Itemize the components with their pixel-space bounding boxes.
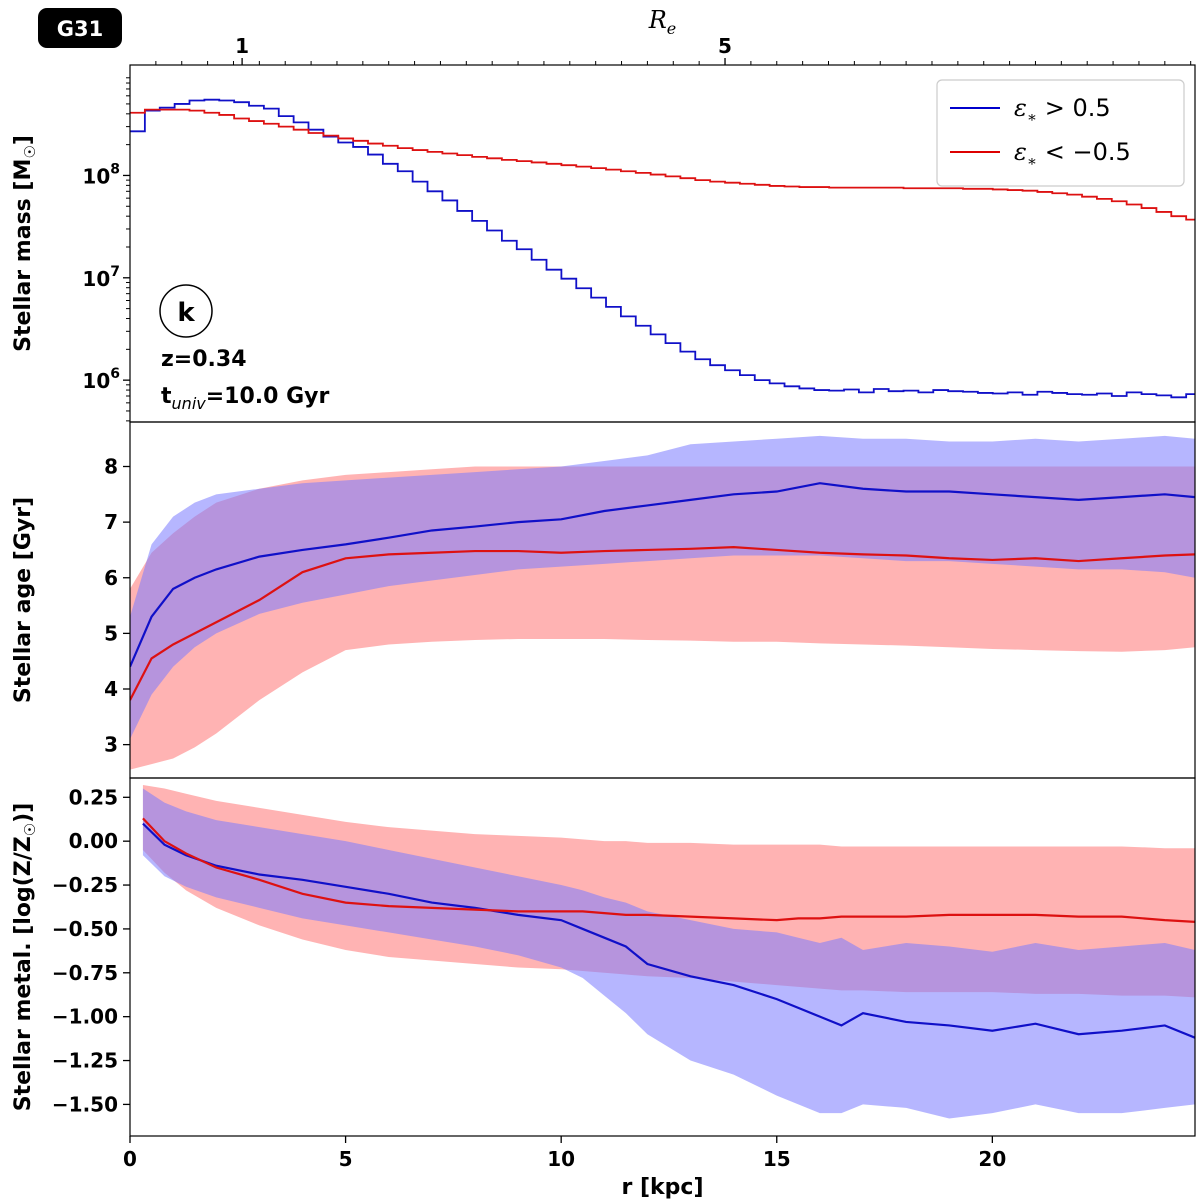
galaxy-tag-label: G31 [57, 17, 103, 41]
legend: ε∗ > 0.5 ε∗ < −0.5 [936, 79, 1185, 187]
age-y-tick-label: 5 [104, 621, 118, 645]
age-median-retrograde [130, 546, 1195, 701]
legend-label-prograde: ε∗ > 0.5 [1014, 94, 1111, 126]
metal-plot-area [142, 785, 1195, 1119]
metal-median-retrograde [142, 817, 1195, 924]
top-axis-tick-label: 5 [718, 34, 732, 58]
metal-y-tick-label: 0.25 [69, 785, 118, 809]
x-tick-label: 0 [123, 1147, 137, 1171]
age-y-tick-label: 6 [104, 566, 118, 590]
mass-step-retrograde [130, 108, 1195, 221]
top-axis-label: Re [648, 6, 677, 38]
metal-band-retrograde [142, 785, 1195, 998]
galaxy-tag: G31 [38, 8, 122, 48]
stellar-age-panel: 3 4 5 6 7 8 Stellar age [Gyr] [11, 421, 1196, 779]
metal-band-prograde [142, 788, 1195, 1119]
age-y-tick-label: 3 [104, 733, 118, 757]
x-axis: 0 5 10 15 20 r [kpc] [123, 1147, 1006, 1200]
metal-y-axis-label: Stellar metal. [log(Z/Z☉)] [11, 803, 39, 1112]
age-plot-area [130, 435, 1195, 770]
panel-label-circle [159, 284, 213, 338]
stellar-metallicity-panel: 0.25 0.00 −0.25 −0.50 −0.75 −1.00 −1.25 −1.50 St… [11, 777, 1196, 1143]
mass-y-axis-label: Stellar mass [M☉] [11, 135, 39, 352]
metal-y-tick-label: −1.00 [52, 1005, 118, 1029]
mass-plot-area [130, 98, 1195, 399]
metal-y-tick-label: −0.75 [52, 961, 118, 985]
universe-age-label: tuniv=10.0 Gyr [161, 384, 330, 413]
x-tick-label: 5 [339, 1147, 353, 1171]
metal-median-prograde [142, 822, 1195, 1039]
age-median-prograde [130, 482, 1195, 668]
mass-step-prograde [130, 98, 1195, 399]
age-band-prograde [130, 435, 1195, 740]
panel-annotation: k z=0.34 tuniv=10.0 Gyr [159, 284, 330, 413]
panel-label: k [177, 298, 195, 328]
mass-y-tick-label: 106 [82, 366, 120, 393]
stellar-mass-panel: 106 107 108 Stellar mass [M☉] [11, 64, 1196, 423]
metal-y-tick-label: −1.50 [52, 1092, 118, 1116]
x-tick-label: 15 [763, 1147, 791, 1171]
legend-label-retrograde: ε∗ < −0.5 [1014, 138, 1131, 170]
metal-y-tick-label: −0.25 [52, 873, 118, 897]
metal-frame [129, 777, 1196, 1137]
metal-y-tick-label: −1.25 [52, 1049, 118, 1073]
age-y-tick-label: 7 [104, 510, 118, 534]
age-y-axis-label: Stellar age [Gyr] [11, 497, 36, 703]
x-tick-label: 10 [547, 1147, 575, 1171]
age-y-tick-label: 4 [104, 677, 118, 701]
x-axis-label: r [kpc] [621, 1175, 703, 1200]
x-tick-label: 20 [978, 1147, 1006, 1171]
metal-y-tick-label: −0.50 [52, 917, 118, 941]
mass-y-tick-label: 108 [82, 161, 120, 188]
redshift-label: z=0.34 [161, 347, 247, 372]
age-y-tick-label: 8 [104, 455, 118, 479]
mass-y-tick-label: 107 [82, 264, 120, 291]
top-axis-tick-label: 1 [235, 34, 249, 58]
metal-y-tick-label: 0.00 [69, 829, 118, 853]
top-axis-re: 1 5 Re [155, 6, 1192, 65]
